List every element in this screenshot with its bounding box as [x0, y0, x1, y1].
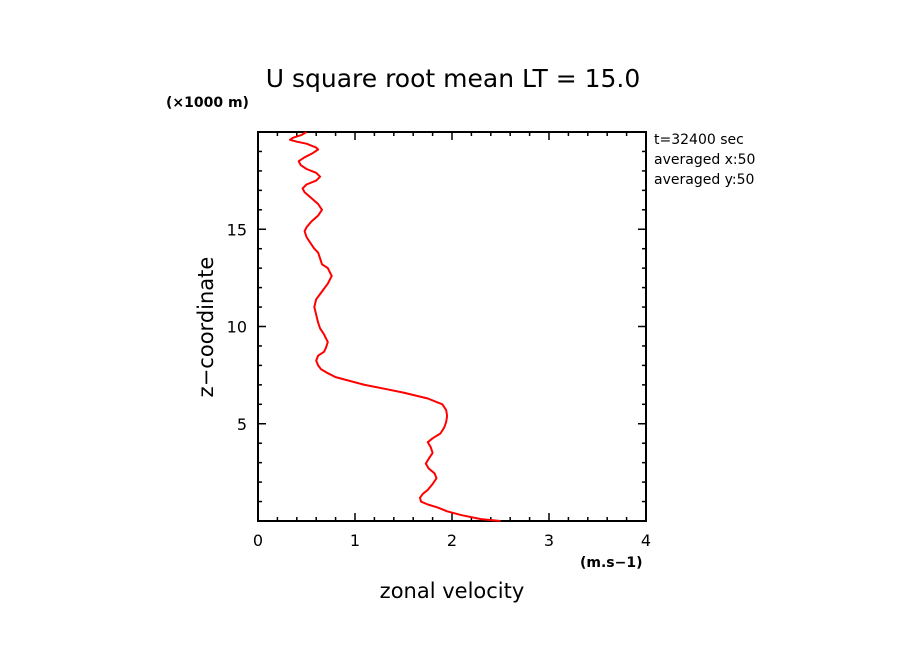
- y-axis-label: z−coordinate: [194, 257, 218, 398]
- x-axis-label: zonal velocity: [380, 579, 525, 603]
- y-tick-labels: 5 10 15: [227, 220, 247, 434]
- x-tick-label: 4: [641, 531, 651, 550]
- x-tick-labels: 0 1 2 3 4: [253, 531, 651, 550]
- plot-frame: [257, 131, 647, 522]
- ticks-group: [258, 132, 646, 521]
- series-line: [289, 131, 501, 522]
- chart-title: U square root mean LT = 15.0: [266, 64, 641, 93]
- x-tick-label: 3: [544, 531, 554, 550]
- y-tick-label: 10: [227, 318, 247, 337]
- annotation-clip-mask: [776, 128, 904, 192]
- x-tick-label: 2: [447, 531, 457, 550]
- x-tick-label: 0: [253, 531, 263, 550]
- x-tick-label: 1: [350, 531, 360, 550]
- x-unit-label: (m.s−1): [580, 555, 643, 571]
- y-tick-label: 15: [227, 220, 247, 239]
- y-unit-label: (×1000 m): [166, 95, 249, 111]
- annotation-avg-x: averaged x:50: [654, 152, 755, 168]
- annotation-time: t=32400 sec: [654, 132, 744, 148]
- annotation-avg-y: averaged y:50: [654, 172, 754, 188]
- y-tick-label: 5: [237, 415, 247, 434]
